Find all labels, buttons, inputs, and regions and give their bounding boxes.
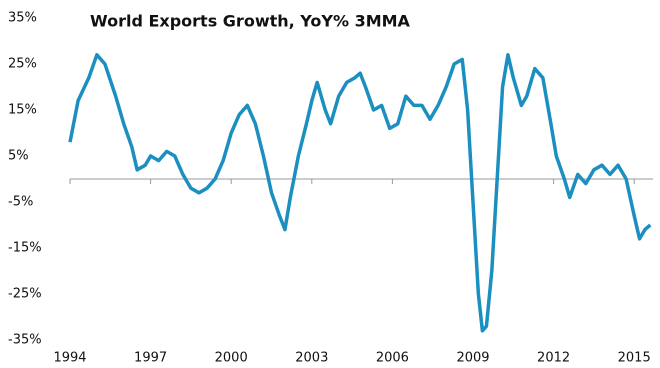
x-tick-label: 2012 <box>537 351 570 366</box>
x-tick-label: 2006 <box>376 351 409 366</box>
y-tick-label: 15% <box>8 103 37 118</box>
y-tick-label: 35% <box>8 11 37 26</box>
x-tick-label: 1994 <box>53 351 86 366</box>
x-tick-label: 2000 <box>215 351 248 366</box>
x-tick-label: 2009 <box>456 351 489 366</box>
data-line <box>68 53 652 333</box>
chart-title: World Exports Growth, YoY% 3MMA <box>90 12 411 31</box>
y-tick-label: -25% <box>8 287 42 302</box>
y-tick-label: 5% <box>8 149 29 164</box>
y-tick-label: 25% <box>8 57 37 72</box>
x-tick-label: 2015 <box>618 351 651 366</box>
y-tick-label: -15% <box>8 241 42 256</box>
y-tick-label: -5% <box>8 195 33 210</box>
y-tick-label: -35% <box>8 333 42 348</box>
x-tick-label: 2003 <box>295 351 328 366</box>
x-tick-label: 1997 <box>134 351 167 366</box>
